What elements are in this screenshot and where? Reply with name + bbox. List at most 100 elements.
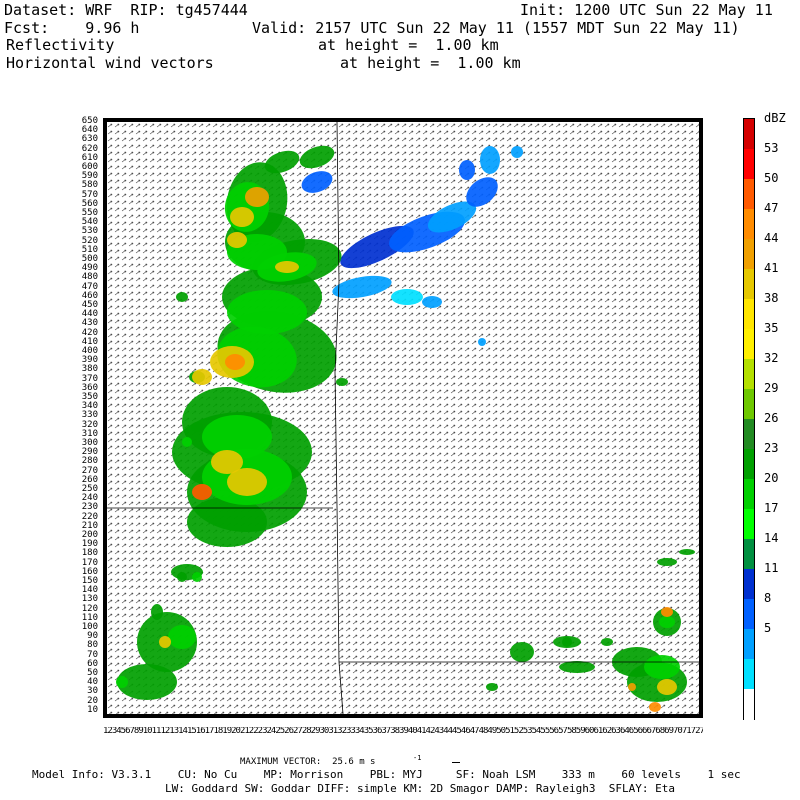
colorbar-swatch: [744, 419, 754, 450]
y-tick-label: 640: [81, 125, 98, 136]
x-axis-ticks: 1234567891011121314151617181920212223242…: [103, 727, 703, 736]
reflectivity-cell: [657, 679, 677, 695]
reflectivity-cell: [117, 664, 177, 700]
reflectivity-cell: [202, 415, 272, 459]
reflectivity-cell: [151, 604, 163, 620]
reflectivity-cell: [427, 201, 477, 233]
colorbar-label: 47: [764, 201, 779, 215]
colorbar-label: 35: [764, 321, 779, 335]
y-tick-label: 300: [81, 438, 98, 448]
colorbar-swatch: [744, 239, 754, 270]
reflectivity-cell: [227, 232, 247, 248]
y-tick-label: 150: [81, 576, 98, 586]
y-tick-label: 610: [81, 152, 98, 163]
y-tick-label: 400: [81, 346, 98, 356]
colorbar-swatch: [744, 389, 754, 420]
y-tick-label: 560: [81, 198, 98, 209]
reflectivity-cell: [227, 468, 267, 496]
y-tick-label: 210: [81, 520, 98, 531]
colorbar-swatch: [744, 359, 754, 390]
colorbar-label: 23: [764, 441, 779, 455]
colorbar-label: 20: [764, 471, 779, 485]
reflectivity-cell: [299, 145, 335, 169]
y-tick-label: 430: [81, 318, 98, 329]
colorbar-label: 5: [764, 621, 772, 635]
y-tick-label: 230: [81, 502, 98, 513]
y-tick-label: 30: [87, 686, 98, 697]
colorbar-label: 44: [764, 231, 779, 245]
colorbar-label: 14: [764, 531, 779, 545]
y-tick-label: 480: [81, 272, 98, 283]
colorbar-swatch: [744, 539, 754, 570]
y-tick-label: 450: [81, 300, 98, 310]
y-tick-label: 270: [81, 465, 98, 476]
colorbar: [743, 118, 755, 720]
y-tick-label: 170: [81, 557, 98, 568]
y-tick-label: 70: [87, 649, 98, 660]
reflectivity-cell: [659, 616, 675, 628]
colorbar-label: 53: [764, 141, 779, 155]
reflectivity-cell: [264, 150, 300, 174]
reflectivity-cell: [657, 558, 677, 566]
reflectivity-cell: [459, 160, 475, 180]
y-tick-label: 590: [81, 171, 98, 182]
header-init: Init: 1200 UTC Sun 22 May 11: [520, 1, 773, 19]
reflectivity-cell: [245, 187, 269, 207]
header-field1-name: Reflectivity: [6, 36, 115, 54]
y-tick-label: 600: [81, 162, 98, 172]
colorbar-swatch: [744, 179, 754, 210]
reflectivity-cell: [191, 422, 203, 432]
reflectivity-cell: [478, 338, 486, 346]
y-tick-label: 410: [81, 336, 98, 347]
colorbar-swatch: [744, 689, 754, 720]
y-tick-label: 100: [81, 622, 98, 632]
colorbar-swatch: [744, 269, 754, 300]
colorbar-label: 29: [764, 381, 779, 395]
y-tick-label: 650: [81, 116, 98, 126]
reflectivity-cell: [176, 292, 188, 302]
y-tick-label: 160: [81, 566, 98, 577]
y-tick-label: 570: [81, 189, 98, 200]
reflectivity-cell: [116, 676, 128, 688]
reflectivity-cell: [192, 572, 202, 582]
colorbar-swatch: [744, 299, 754, 330]
y-tick-label: 10: [87, 704, 98, 715]
y-tick-label: 350: [81, 392, 98, 402]
y-tick-label: 550: [81, 208, 98, 218]
model-info-physics: LW: Goddard SW: Goddar DIFF: simple KM: …: [165, 782, 675, 795]
reflectivity-cell: [159, 636, 171, 648]
reflectivity-cell: [559, 661, 595, 673]
colorbar-label: 17: [764, 501, 779, 515]
y-tick-label: 20: [87, 695, 98, 706]
header-field2-name: Horizontal wind vectors: [6, 54, 214, 72]
y-tick-label: 340: [81, 401, 98, 412]
y-tick-label: 470: [81, 281, 98, 292]
colorbar-swatch: [744, 119, 754, 150]
y-tick-label: 280: [81, 456, 98, 467]
reflectivity-cell: [182, 437, 192, 447]
y-tick-label: 440: [81, 309, 98, 320]
y-tick-label: 320: [81, 419, 98, 430]
reflectivity-cell: [661, 607, 673, 617]
reflectivity-cell: [168, 625, 196, 649]
reflectivity-cell: [510, 642, 534, 662]
reflectivity-cell: [336, 378, 348, 386]
reflectivity-cell: [562, 637, 572, 647]
colorbar-label: 50: [764, 171, 779, 185]
boundary-lines: [107, 122, 699, 714]
y-tick-label: 360: [81, 382, 98, 393]
reflectivity-cell: [628, 683, 636, 691]
y-tick-label: 540: [81, 217, 98, 228]
y-tick-label: 120: [81, 603, 98, 614]
y-tick-label: 490: [81, 263, 98, 274]
y-tick-label: 330: [81, 410, 98, 421]
y-tick-label: 140: [81, 585, 98, 596]
reflectivity-cell: [211, 450, 243, 474]
y-tick-label: 240: [81, 493, 98, 504]
colorbar-label: 32: [764, 351, 779, 365]
colorbar-swatch: [744, 629, 754, 660]
reflectivity-cell: [466, 177, 498, 207]
y-tick-label: 260: [81, 474, 98, 485]
reflectivity-cell: [422, 296, 442, 308]
colorbar-swatch: [744, 479, 754, 510]
